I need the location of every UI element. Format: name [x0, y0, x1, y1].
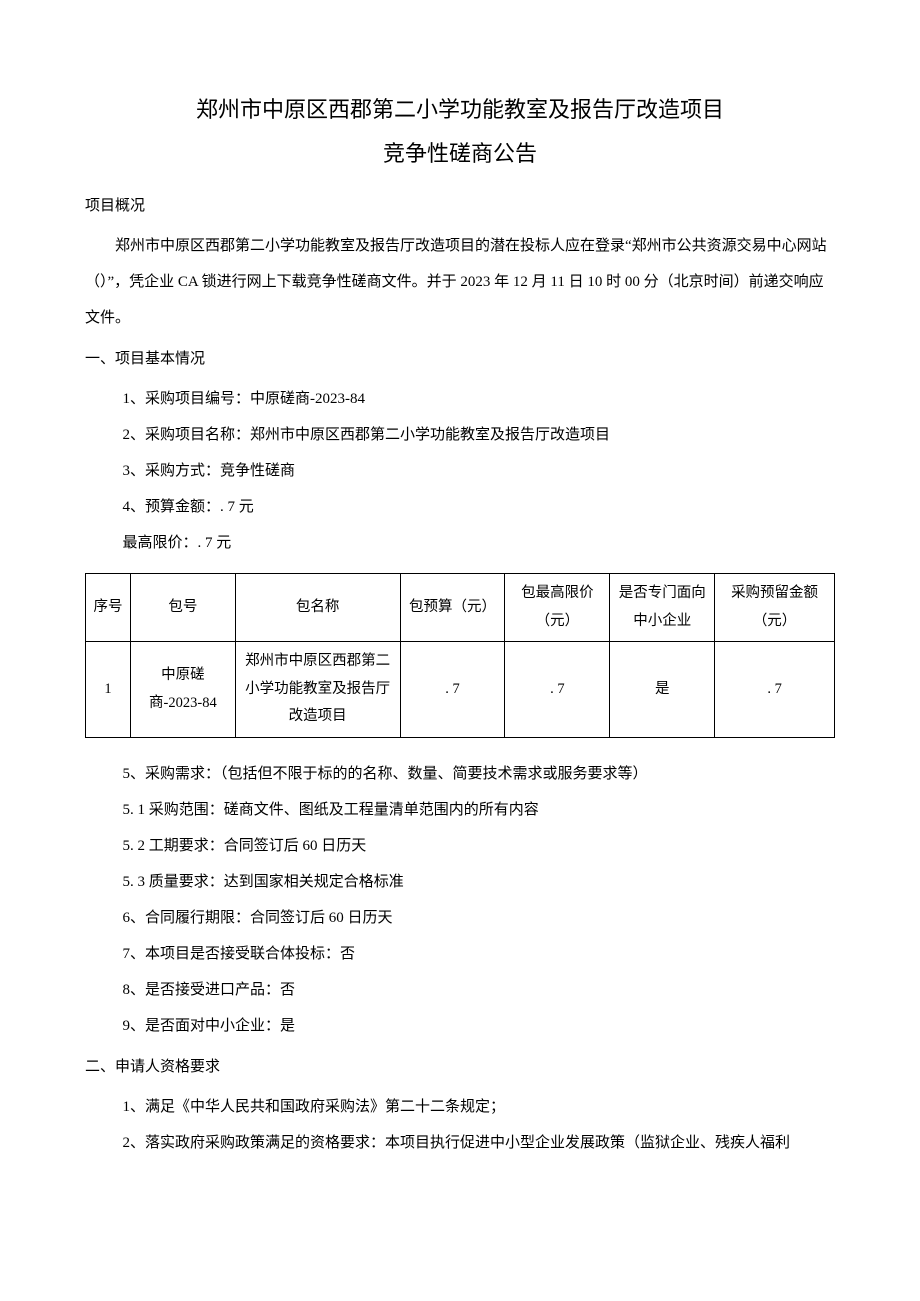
th-sme: 是否专门面向中小企业 [610, 574, 715, 642]
item-1-2: 2、采购项目名称：郑州市中原区西郡第二小学功能教室及报告厅改造项目 [123, 417, 836, 453]
th-seq: 序号 [86, 574, 131, 642]
item-1-1: 1、采购项目编号：中原磋商-2023-84 [123, 381, 836, 417]
th-pkg-no: 包号 [130, 574, 235, 642]
td-reserve: . 7 [715, 642, 835, 738]
overview-heading: 项目概况 [85, 193, 835, 220]
item-1-4b: 最高限价：. 7 元 [123, 525, 836, 561]
td-pkg-no: 中原磋商-2023-84 [130, 642, 235, 738]
td-pkg-name: 郑州市中原区西郡第二小学功能教室及报告厅改造项目 [235, 642, 400, 738]
table-row: 1 中原磋商-2023-84 郑州市中原区西郡第二小学功能教室及报告厅改造项目 … [86, 642, 835, 738]
th-pkg-name: 包名称 [235, 574, 400, 642]
th-limit: 包最高限价（元） [505, 574, 610, 642]
item-2-1: 1、满足《中华人民共和国政府采购法》第二十二条规定； [123, 1089, 836, 1125]
item-1-4: 4、预算金额：. 7 元 [123, 489, 836, 525]
item-1-5-1: 5. 1 采购范围：磋商文件、图纸及工程量清单范围内的所有内容 [123, 792, 836, 828]
td-sme: 是 [610, 642, 715, 738]
item-1-6: 6、合同履行期限：合同签订后 60 日历天 [123, 900, 836, 936]
item-1-7: 7、本项目是否接受联合体投标：否 [123, 936, 836, 972]
section-2-heading: 二、申请人资格要求 [85, 1054, 835, 1081]
package-table: 序号 包号 包名称 包预算（元） 包最高限价（元） 是否专门面向中小企业 采购预… [85, 573, 835, 738]
th-reserve: 采购预留金额（元） [715, 574, 835, 642]
item-1-9: 9、是否面对中小企业：是 [123, 1008, 836, 1044]
section-1-heading: 一、项目基本情况 [85, 346, 835, 373]
item-1-3: 3、采购方式：竞争性磋商 [123, 453, 836, 489]
item-1-5: 5、采购需求：（包括但不限于标的的名称、数量、简要技术需求或服务要求等） [123, 756, 836, 792]
item-1-5-2: 5. 2 工期要求：合同签订后 60 日历天 [123, 828, 836, 864]
table-header-row: 序号 包号 包名称 包预算（元） 包最高限价（元） 是否专门面向中小企业 采购预… [86, 574, 835, 642]
td-seq: 1 [86, 642, 131, 738]
item-1-8: 8、是否接受进口产品：否 [123, 972, 836, 1008]
item-1-5-3: 5. 3 质量要求：达到国家相关规定合格标准 [123, 864, 836, 900]
item-2-2: 2、落实政府采购政策满足的资格要求：本项目执行促进中小型企业发展政策（监狱企业、… [123, 1125, 836, 1161]
document-subtitle: 竞争性磋商公告 [85, 134, 835, 174]
td-budget: . 7 [400, 642, 505, 738]
document-title: 郑州市中原区西郡第二小学功能教室及报告厅改造项目 [85, 90, 835, 130]
td-limit: . 7 [505, 642, 610, 738]
overview-body: 郑州市中原区西郡第二小学功能教室及报告厅改造项目的潜在投标人应在登录“郑州市公共… [85, 228, 835, 336]
th-budget: 包预算（元） [400, 574, 505, 642]
